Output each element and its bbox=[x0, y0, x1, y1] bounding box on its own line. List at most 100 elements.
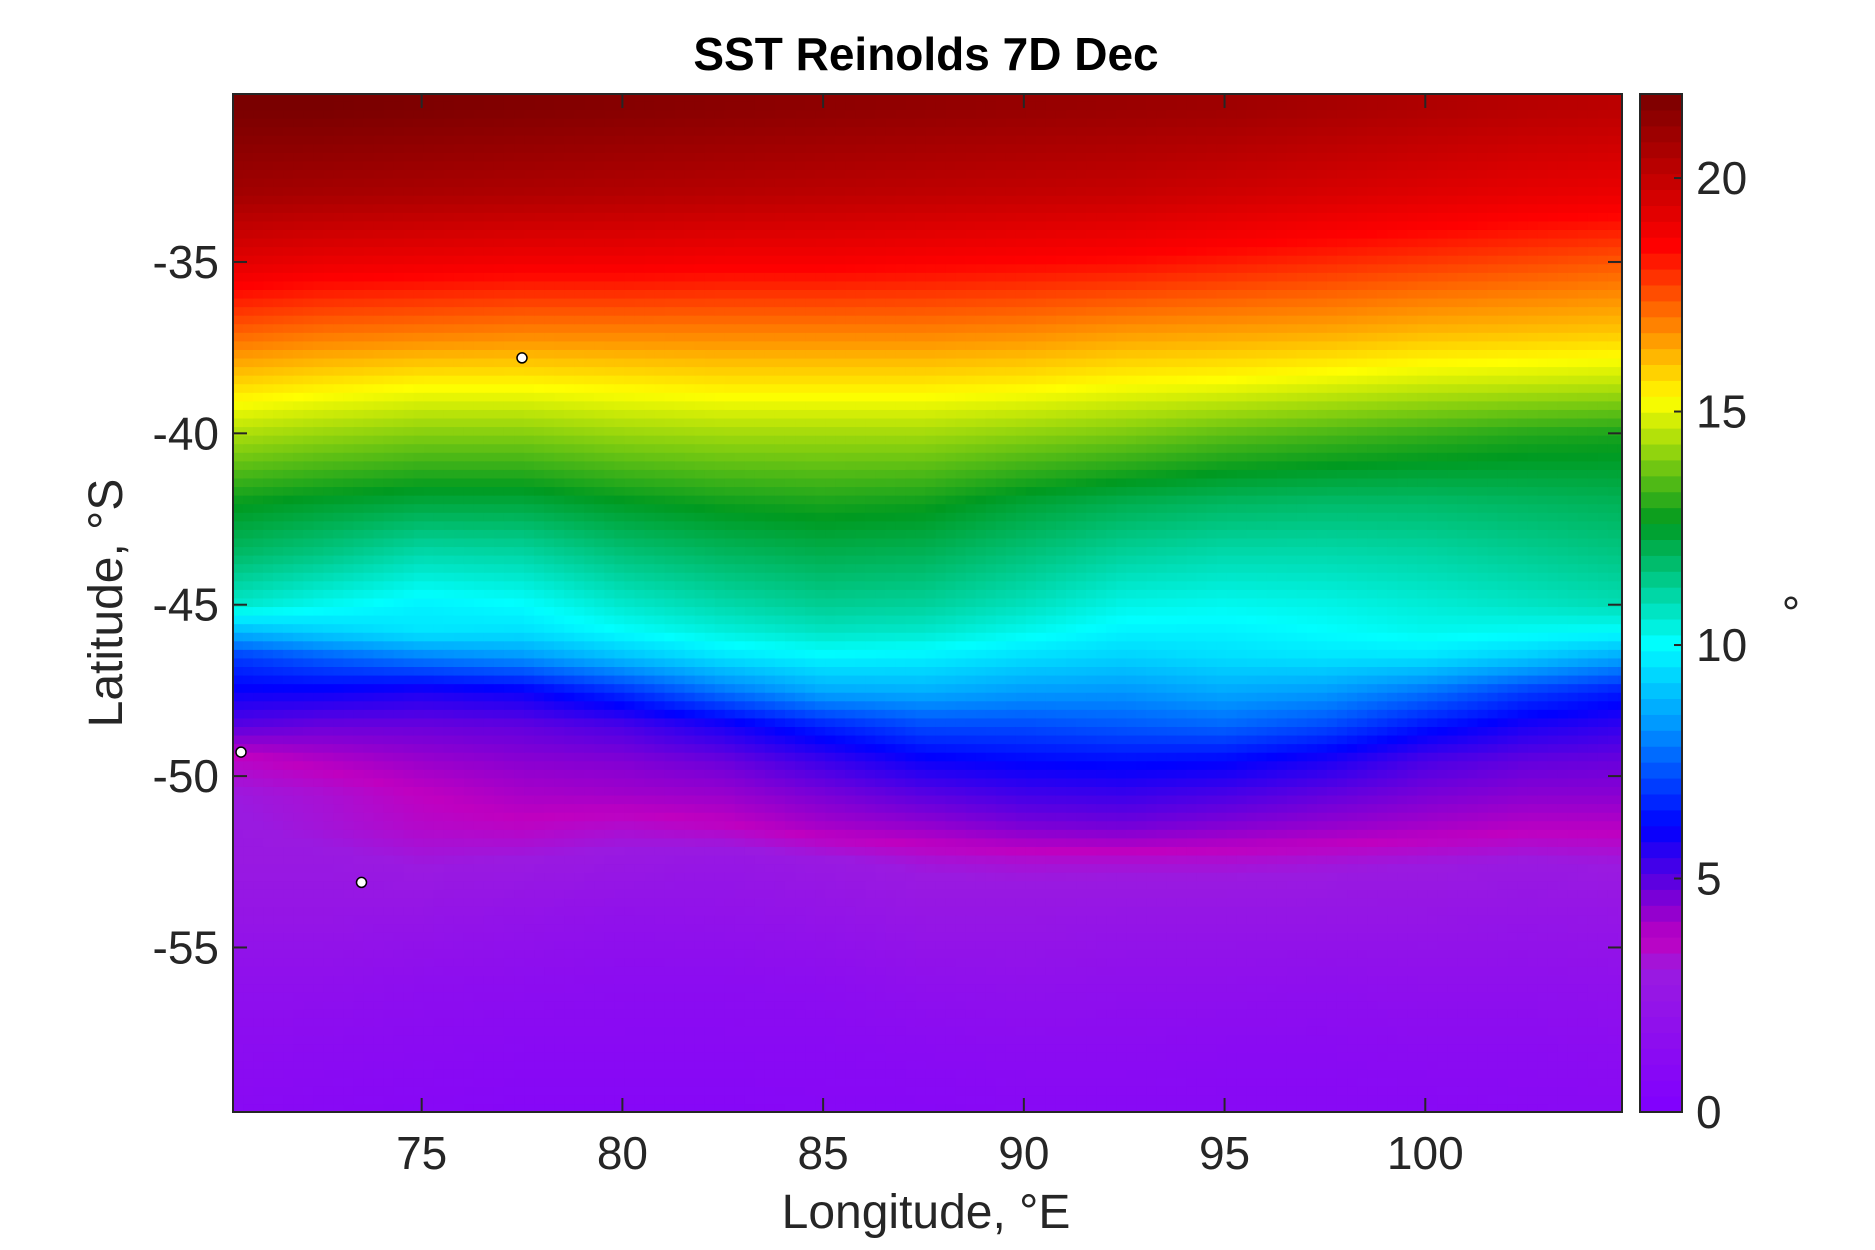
heatmap-cell bbox=[524, 804, 535, 813]
heatmap-cell bbox=[735, 1078, 746, 1087]
heatmap-cell bbox=[454, 829, 465, 838]
heatmap-cell bbox=[634, 872, 645, 881]
heatmap-cell bbox=[484, 804, 495, 813]
heatmap-cell bbox=[925, 838, 936, 847]
heatmap-cell bbox=[765, 1035, 776, 1044]
heatmap-cell bbox=[484, 992, 495, 1001]
heatmap-cell bbox=[655, 889, 666, 898]
heatmap-cell bbox=[1106, 958, 1117, 967]
heatmap-cell bbox=[1166, 941, 1177, 950]
heatmap-cell bbox=[1467, 838, 1478, 847]
heatmap-cell bbox=[1076, 949, 1087, 958]
heatmap-cell bbox=[1116, 1069, 1127, 1078]
heatmap-cell bbox=[725, 829, 736, 838]
heatmap-cell bbox=[885, 864, 896, 873]
heatmap-cell bbox=[1598, 881, 1609, 890]
heatmap-cell bbox=[936, 1035, 947, 1044]
heatmap-cell bbox=[363, 1069, 374, 1078]
heatmap-cell bbox=[936, 906, 947, 915]
heatmap-cell bbox=[474, 1086, 485, 1095]
heatmap-cell bbox=[1146, 941, 1157, 950]
heatmap-cell bbox=[1447, 1069, 1458, 1078]
heatmap-cell bbox=[424, 992, 435, 1001]
heatmap-cell bbox=[1277, 889, 1288, 898]
heatmap-cell bbox=[1337, 1095, 1348, 1104]
heatmap-cell bbox=[1237, 906, 1248, 915]
heatmap-cell bbox=[1106, 838, 1117, 847]
heatmap-cell bbox=[966, 992, 977, 1001]
heatmap-cell bbox=[1457, 923, 1468, 932]
heatmap-cell bbox=[1237, 855, 1248, 864]
heatmap-cell bbox=[534, 932, 545, 941]
heatmap-cell bbox=[323, 1026, 334, 1035]
heatmap-cell bbox=[976, 1052, 987, 1061]
heatmap-cell bbox=[905, 958, 916, 967]
heatmap-cell bbox=[554, 1001, 565, 1010]
heatmap-cell bbox=[1006, 975, 1017, 984]
heatmap-cell bbox=[514, 975, 525, 984]
heatmap-cell bbox=[1156, 1035, 1167, 1044]
heatmap-cell bbox=[1287, 992, 1298, 1001]
heatmap-cell bbox=[1277, 966, 1288, 975]
heatmap-cell bbox=[865, 1026, 876, 1035]
heatmap-cell bbox=[384, 1026, 395, 1035]
heatmap-cell bbox=[1498, 812, 1509, 821]
heatmap-cell bbox=[805, 949, 816, 958]
heatmap-cell bbox=[1397, 872, 1408, 881]
heatmap-cell bbox=[1277, 983, 1288, 992]
heatmap-cell bbox=[434, 829, 445, 838]
heatmap-cell bbox=[1518, 1043, 1529, 1052]
heatmap-cell bbox=[484, 855, 495, 864]
heatmap-cell bbox=[1357, 1043, 1368, 1052]
heatmap-cell bbox=[1126, 1086, 1137, 1095]
heatmap-cell bbox=[915, 1009, 926, 1018]
heatmap-cell bbox=[574, 1095, 585, 1104]
heatmap-cell bbox=[1046, 958, 1057, 967]
heatmap-cell bbox=[1417, 1086, 1428, 1095]
heatmap-cell bbox=[1457, 846, 1468, 855]
heatmap-cell bbox=[574, 915, 585, 924]
heatmap-cell bbox=[404, 821, 415, 830]
heatmap-cell bbox=[644, 941, 655, 950]
heatmap-cell bbox=[805, 804, 816, 813]
heatmap-cell bbox=[825, 864, 836, 873]
heatmap-cell bbox=[1277, 838, 1288, 847]
heatmap-cell bbox=[634, 983, 645, 992]
heatmap-cell bbox=[504, 812, 515, 821]
heatmap-cell bbox=[514, 1086, 525, 1095]
heatmap-cell bbox=[1467, 1035, 1478, 1044]
heatmap-cell bbox=[524, 941, 535, 950]
heatmap-cell bbox=[755, 958, 766, 967]
heatmap-cell bbox=[1558, 855, 1569, 864]
heatmap-cell bbox=[594, 992, 605, 1001]
heatmap-cell bbox=[1227, 915, 1238, 924]
heatmap-cell bbox=[584, 821, 595, 830]
heatmap-cell bbox=[1598, 958, 1609, 967]
heatmap-cell bbox=[875, 949, 886, 958]
heatmap-cell bbox=[434, 864, 445, 873]
heatmap-cell bbox=[574, 855, 585, 864]
heatmap-cell bbox=[705, 1095, 716, 1104]
heatmap-cell bbox=[1227, 949, 1238, 958]
heatmap-cell bbox=[1588, 812, 1599, 821]
heatmap-cell bbox=[374, 889, 385, 898]
heatmap-cell bbox=[885, 958, 896, 967]
heatmap-cell bbox=[293, 915, 304, 924]
heatmap-cell bbox=[1457, 1069, 1468, 1078]
heatmap-cell bbox=[1558, 1095, 1569, 1104]
heatmap-cell bbox=[1397, 1052, 1408, 1061]
heatmap-cell bbox=[925, 1086, 936, 1095]
heatmap-cell bbox=[1186, 915, 1197, 924]
heatmap-cell bbox=[685, 941, 696, 950]
heatmap-cell bbox=[825, 941, 836, 950]
heatmap-cell bbox=[1026, 923, 1037, 932]
heatmap-cell bbox=[514, 1026, 525, 1035]
heatmap-cell bbox=[1337, 915, 1348, 924]
heatmap-cell bbox=[1327, 864, 1338, 873]
heatmap-cell bbox=[1518, 949, 1529, 958]
heatmap-cell bbox=[1397, 1069, 1408, 1078]
heatmap-cell bbox=[424, 958, 435, 967]
heatmap-cell bbox=[1417, 898, 1428, 907]
heatmap-cell bbox=[1548, 864, 1559, 873]
